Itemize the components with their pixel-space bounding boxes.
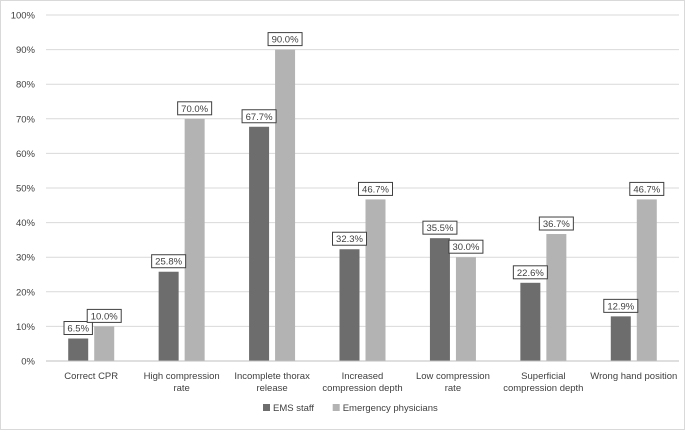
bar-emergency-physicians	[636, 199, 657, 361]
x-category-label: compression depth	[322, 383, 402, 394]
data-label-box	[512, 265, 548, 280]
x-category-label: Increased	[342, 371, 384, 382]
bar-emergency-physicians	[455, 257, 476, 361]
x-category-label: Correct CPR	[64, 371, 118, 382]
data-label: 25.8%	[155, 257, 182, 268]
data-label-box	[241, 109, 277, 124]
x-category-label: Superficial	[521, 371, 565, 382]
bars	[68, 49, 657, 362]
y-tick-label: 30%	[16, 253, 36, 264]
data-label: 46.7%	[362, 184, 389, 195]
legend-label: Emergency physicians	[343, 403, 438, 414]
y-axis-tick-labels: 0% 10% 20% 30% 40% 50% 60% 70% 80% 90% 100%	[11, 11, 36, 368]
data-label-box	[267, 32, 303, 47]
bar-ems-staff	[610, 316, 631, 361]
x-category-label: High compression	[144, 371, 220, 382]
x-category-label: rate	[445, 383, 461, 394]
data-label: 12.9%	[607, 301, 634, 312]
x-category-label: release	[256, 383, 287, 394]
y-tick-label: 60%	[16, 149, 36, 160]
data-label: 70.0%	[181, 104, 208, 115]
data-label: 46.7%	[633, 184, 660, 195]
data-label-box	[177, 101, 213, 116]
bar-emergency-physicians	[365, 199, 386, 361]
y-tick-label: 10%	[16, 322, 36, 333]
data-label: 32.3%	[336, 234, 363, 245]
data-label: 67.7%	[246, 112, 273, 123]
data-label-box	[538, 216, 574, 231]
y-tick-label: 100%	[11, 11, 36, 22]
legend-label: EMS staff	[273, 403, 314, 414]
bar-emergency-physicians	[275, 49, 296, 361]
data-label-box	[358, 181, 393, 196]
data-label-box	[603, 298, 639, 313]
bar-ems-staff	[158, 271, 179, 361]
y-tick-label: 0%	[21, 357, 35, 368]
x-category-label: Wrong hand position	[590, 371, 677, 382]
data-label-box	[151, 254, 187, 269]
data-label: 30.0%	[452, 242, 479, 253]
bar-ems-staff	[68, 338, 89, 361]
y-tick-label: 90%	[16, 45, 36, 56]
legend-swatch	[263, 404, 270, 411]
data-label-box	[448, 239, 484, 254]
data-label-box	[63, 321, 93, 336]
bar-ems-staff	[249, 126, 270, 362]
data-label-box	[629, 181, 665, 196]
data-label-box	[422, 220, 458, 235]
data-label: 35.5%	[426, 223, 453, 234]
bar-ems-staff	[429, 238, 450, 361]
data-labels: 6.5%10.0% 25.8% 70.0% 67.7% 90.0% 32.3% 46.7% 3…	[63, 32, 665, 336]
legend-swatch	[332, 404, 340, 411]
y-tick-label: 70%	[16, 114, 36, 125]
data-label: 90.0%	[272, 35, 299, 46]
bar-emergency-physicians	[94, 326, 115, 361]
data-label-box	[332, 231, 367, 246]
y-tick-label: 80%	[16, 80, 36, 91]
data-label: 10.0%	[91, 311, 118, 322]
x-category-label: rate	[173, 383, 189, 394]
bar-emergency-physicians	[546, 234, 567, 361]
data-label: 6.5%	[67, 324, 89, 335]
y-tick-label: 20%	[16, 287, 36, 298]
bar-ems-staff	[339, 249, 360, 361]
bar-emergency-physicians	[184, 118, 205, 361]
data-label: 36.7%	[543, 219, 570, 230]
legend: EMS staff Emergency physicians	[263, 403, 438, 414]
x-category-label: Low compression	[416, 371, 490, 382]
y-tick-label: 50%	[16, 184, 36, 195]
data-label-box	[86, 308, 122, 323]
x-axis-category-labels: Correct CPR High compressionrateIncomplet…	[64, 371, 677, 394]
x-category-label: compression depth	[503, 383, 583, 394]
data-label: 22.6%	[517, 268, 544, 279]
y-tick-label: 40%	[16, 218, 36, 229]
gridlines	[46, 14, 679, 327]
x-category-label: Incomplete thorax	[234, 371, 310, 382]
bar-ems-staff	[520, 282, 541, 361]
